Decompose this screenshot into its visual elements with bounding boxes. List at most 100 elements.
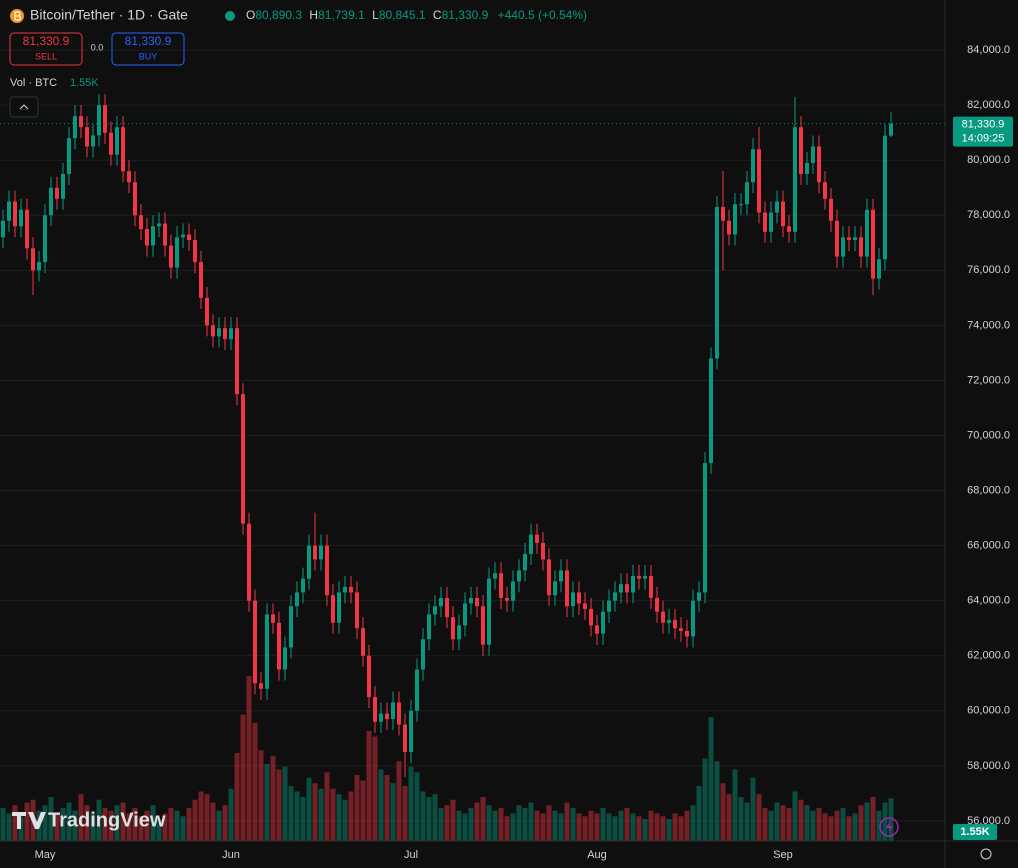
candle-body bbox=[865, 209, 869, 257]
candle-body bbox=[409, 710, 413, 753]
candle-body bbox=[385, 713, 389, 720]
volume-bar bbox=[648, 810, 654, 841]
candle-body bbox=[187, 234, 191, 241]
lightning-button[interactable] bbox=[879, 817, 899, 837]
candle-body bbox=[787, 226, 791, 232]
candle-body bbox=[43, 215, 47, 263]
candle-body bbox=[319, 545, 323, 560]
settings-button[interactable] bbox=[980, 848, 992, 860]
logo-icon bbox=[12, 812, 46, 829]
volume-bar bbox=[498, 808, 504, 841]
candle-body bbox=[841, 237, 845, 257]
candle-body bbox=[205, 297, 209, 326]
candle-body bbox=[583, 603, 587, 609]
collapse-button[interactable] bbox=[9, 96, 39, 118]
countdown: 14:09:25 bbox=[962, 132, 1005, 144]
buy-label: BUY bbox=[139, 51, 158, 61]
volume-bar bbox=[582, 816, 588, 841]
volume-bar bbox=[156, 819, 162, 841]
ohlc-value: 81,330.9 bbox=[442, 8, 489, 22]
candle-body bbox=[751, 149, 755, 183]
volume-bar bbox=[618, 810, 624, 841]
volume-bar bbox=[360, 780, 366, 841]
candle-body bbox=[289, 606, 293, 648]
candle-body bbox=[805, 162, 809, 174]
volume-bar bbox=[384, 775, 390, 841]
candle-body bbox=[37, 262, 41, 271]
ohlc-prefix: O bbox=[246, 8, 255, 22]
volume-bar bbox=[846, 816, 852, 841]
volume-bar bbox=[132, 808, 138, 841]
candle-body bbox=[175, 237, 179, 268]
volume-bar bbox=[552, 810, 558, 841]
volume-bar bbox=[732, 769, 738, 841]
volume-bar bbox=[366, 731, 372, 841]
volume-bar bbox=[258, 750, 264, 841]
volume-bar bbox=[306, 777, 312, 841]
volume-bar bbox=[354, 775, 360, 841]
candle-body bbox=[217, 328, 221, 337]
volume-bar bbox=[42, 805, 48, 841]
candle-body bbox=[445, 597, 449, 618]
volume-bar bbox=[78, 794, 84, 841]
volume-bar bbox=[450, 799, 456, 841]
candle-body bbox=[391, 702, 395, 720]
volume-bar bbox=[600, 808, 606, 841]
volume-bar bbox=[420, 791, 426, 841]
volume-bar bbox=[828, 816, 834, 841]
candle-body bbox=[823, 182, 827, 199]
candle-body bbox=[109, 132, 113, 155]
candle-body bbox=[553, 581, 557, 596]
candle-body bbox=[331, 595, 335, 623]
candle-body bbox=[145, 229, 149, 246]
buy-price: 81,330.9 bbox=[125, 34, 172, 48]
candle-body bbox=[181, 234, 185, 238]
y-tick-label: 80,000.0 bbox=[967, 154, 1010, 166]
x-tick-label: Jun bbox=[222, 849, 240, 861]
volume-bar bbox=[288, 786, 294, 841]
candle-body bbox=[511, 581, 515, 601]
candle-body bbox=[97, 105, 101, 136]
volume-bar bbox=[870, 797, 876, 841]
sell-button[interactable] bbox=[9, 32, 83, 66]
candle-body bbox=[889, 123, 893, 136]
volume-bar bbox=[54, 813, 60, 841]
candle-body bbox=[829, 198, 833, 221]
volume-bar bbox=[480, 797, 486, 841]
volume-bar bbox=[270, 755, 276, 841]
volume-bar bbox=[636, 816, 642, 841]
candle-body bbox=[211, 325, 215, 337]
candle-body bbox=[469, 597, 473, 604]
volume-bar bbox=[840, 808, 846, 841]
volume-legend-value: 1.55K bbox=[70, 77, 99, 89]
y-tick-label: 60,000.0 bbox=[967, 705, 1010, 717]
ohlc-prefix: H bbox=[309, 8, 318, 22]
candle-body bbox=[25, 209, 29, 249]
y-tick-label: 72,000.0 bbox=[967, 374, 1010, 386]
market-status[interactable] bbox=[225, 11, 235, 21]
candle-body bbox=[313, 545, 317, 560]
candle-body bbox=[601, 611, 605, 634]
candle-body bbox=[79, 116, 83, 128]
candle-body bbox=[643, 575, 647, 579]
volume-bar bbox=[462, 813, 468, 841]
volume-bar bbox=[216, 810, 222, 841]
volume-bar bbox=[210, 802, 216, 841]
volume-bar bbox=[714, 761, 720, 841]
buy-button[interactable] bbox=[111, 32, 185, 66]
candle-body bbox=[271, 614, 275, 623]
volume-bar bbox=[588, 810, 594, 841]
candle-body bbox=[619, 584, 623, 593]
volume-bar bbox=[546, 805, 552, 841]
x-tick-label: Aug bbox=[587, 849, 607, 861]
candle-body bbox=[853, 237, 857, 241]
symbol-title[interactable]: Bitcoin/Tether · 1D · Gate bbox=[30, 7, 188, 23]
ohlc-value: 80,890.3 bbox=[255, 8, 302, 22]
candle-body bbox=[229, 328, 233, 340]
candle-body bbox=[757, 149, 761, 213]
volume-bar bbox=[594, 813, 600, 841]
volume-bar bbox=[228, 788, 234, 841]
candle-body bbox=[595, 625, 599, 634]
volume-bar bbox=[888, 798, 894, 841]
candle-body bbox=[133, 182, 137, 216]
